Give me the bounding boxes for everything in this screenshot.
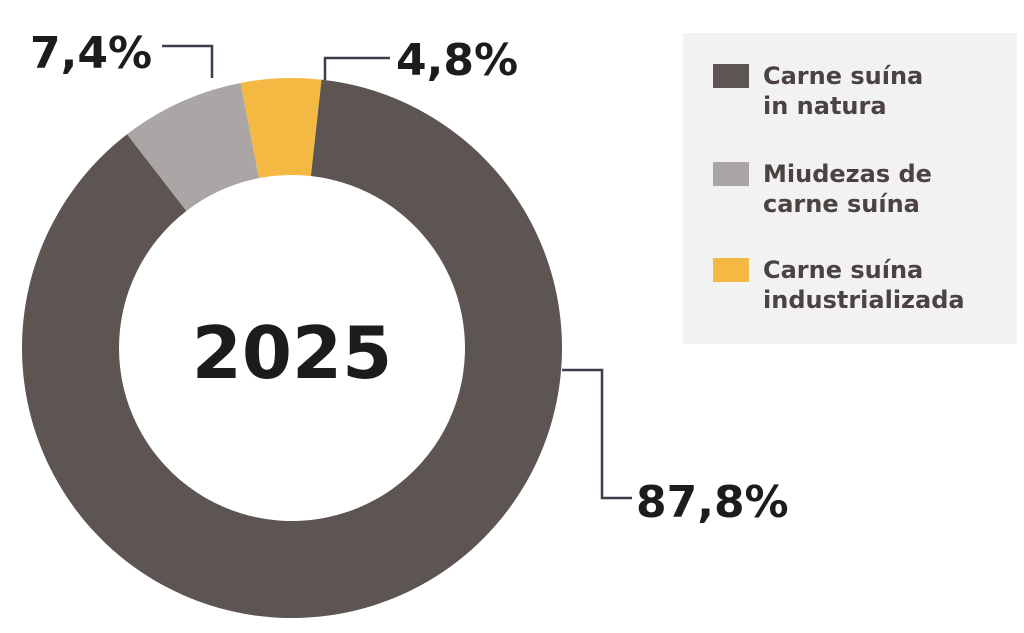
value-label-carne-in-natura: 87,8%: [636, 477, 789, 528]
legend-label-industrializada: Carne suína industrializada: [763, 256, 965, 314]
leader-line-miudezas: [162, 44, 214, 78]
legend-swatch-carne-in-natura: [713, 64, 749, 88]
center-year-label: 2025: [192, 311, 392, 395]
value-label-industrializada: 4,8%: [396, 35, 518, 86]
slice-miudezas: [127, 82, 259, 212]
slice-carne-industrializada: [240, 78, 322, 179]
legend-swatch-miudezas: [713, 162, 749, 186]
leader-line-industrializada: [323, 56, 390, 80]
legend-label-carne-in-natura: Carne suína in natura: [763, 62, 924, 120]
legend-swatch-industrializada: [713, 258, 749, 282]
slice-carne-in-natura: [21, 79, 562, 618]
leader-lines: [162, 44, 632, 500]
legend: Carne suína in natura Miudezas de carne …: [683, 33, 1017, 344]
leader-line-carne-in-natura: [562, 368, 632, 500]
donut-slices: [21, 78, 562, 618]
value-label-miudezas: 7,4%: [30, 28, 152, 79]
legend-label-miudezas: Miudezas de carne suína: [763, 160, 932, 218]
value-labels: 7,4% 4,8% 87,8%: [30, 28, 789, 528]
